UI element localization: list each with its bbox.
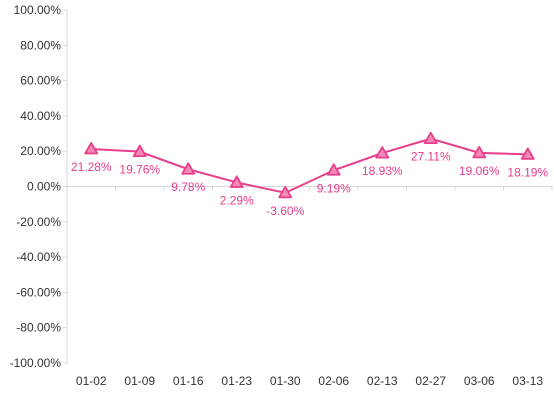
data-point-marker [181, 162, 196, 175]
data-point-marker [472, 145, 487, 159]
x-tick-label: 01-16 [173, 374, 204, 388]
y-tick-label: -20.00% [16, 215, 61, 229]
y-tick-label: -80.00% [16, 321, 61, 335]
data-label: 2.29% [220, 193, 254, 207]
data-point-marker [375, 146, 390, 159]
y-tick-label: 80.00% [20, 38, 61, 52]
y-tick-label: 0.00% [27, 180, 61, 194]
data-label: 27.11% [411, 150, 451, 164]
data-label: 21.28% [71, 160, 112, 174]
y-tick-label: 60.00% [20, 74, 61, 88]
x-tick-label: 01-09 [124, 374, 155, 388]
data-label: 19.06% [459, 164, 500, 178]
y-tick-label: 20.00% [20, 144, 61, 158]
data-label: 9.19% [317, 181, 351, 195]
data-point-marker [132, 144, 147, 158]
x-tick-label: 01-30 [270, 374, 301, 388]
x-tick-label: 03-13 [512, 374, 543, 388]
data-label: -3.60% [266, 204, 304, 218]
x-tick-label: 02-13 [367, 374, 398, 388]
data-label: 9.78% [171, 180, 205, 194]
data-point-marker [326, 163, 341, 176]
x-tick-label: 02-06 [318, 374, 349, 388]
x-tick-label: 02-27 [415, 374, 446, 388]
data-label: 19.76% [119, 163, 160, 177]
x-tick-label: 01-02 [76, 374, 107, 388]
y-tick-label: 40.00% [20, 109, 61, 123]
data-label: 18.19% [507, 165, 548, 179]
x-tick-label: 01-23 [221, 374, 252, 388]
x-axis-ticks: 01-02 01-09 01-16 01-23 01-30 02-06 02-13 02-27… [66, 186, 553, 388]
y-tick-label: -100.00% [10, 356, 62, 370]
y-axis-ticks: 100.00% 80.00% 60.00% 40.00% 20.00% 0.00% -20.… [10, 3, 67, 370]
y-tick-label: 100.00% [14, 3, 62, 17]
series-line [91, 137, 528, 194]
series-layer: 21.28% 19.76% 9.78% 2.29% -3.60% 9.19% 18.93% 2… [71, 131, 548, 218]
data-point-marker [520, 147, 535, 160]
data-label: 18.93% [362, 164, 403, 178]
data-point-marker [84, 142, 99, 155]
data-point-marker [423, 131, 438, 145]
y-tick-label: -60.00% [16, 285, 61, 299]
data-point-marker [229, 175, 244, 188]
y-tick-label: -40.00% [16, 250, 61, 264]
x-tick-label: 03-06 [464, 374, 495, 388]
data-point-marker [278, 185, 293, 199]
